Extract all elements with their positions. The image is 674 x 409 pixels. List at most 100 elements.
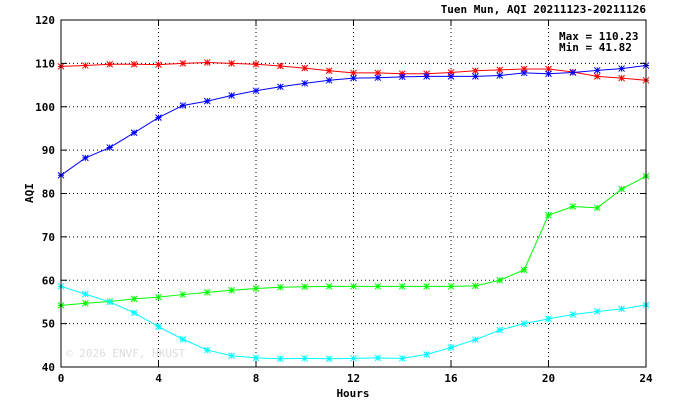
data-point [179, 60, 187, 67]
data-point [155, 61, 162, 69]
data-point [277, 355, 284, 363]
data-point [179, 335, 187, 343]
data-point [277, 62, 284, 70]
data-point [520, 320, 528, 327]
y-tick-label: 70 [42, 231, 55, 244]
data-point [130, 295, 138, 303]
data-point [398, 70, 406, 78]
data-point [106, 144, 114, 151]
max-label: Max = 110.23 [559, 30, 638, 43]
data-point [155, 293, 162, 301]
data-point [374, 354, 382, 362]
data-point [472, 73, 479, 80]
data-point [325, 67, 333, 75]
data-point [179, 291, 187, 298]
y-tick-label: 110 [35, 57, 55, 70]
y-tick-label: 80 [42, 188, 55, 201]
data-point [228, 60, 235, 67]
y-tick-label: 100 [35, 101, 55, 114]
data-point [496, 276, 504, 284]
data-point [203, 289, 211, 296]
data-point [350, 74, 357, 82]
data-point [82, 154, 89, 162]
data-point [252, 60, 260, 68]
data-point [593, 308, 601, 315]
data-point [496, 326, 504, 334]
data-point [569, 203, 577, 210]
data-point [277, 83, 284, 91]
data-point [423, 351, 430, 358]
x-axis-title: Hours [336, 387, 369, 400]
data-point [350, 69, 357, 77]
data-point [203, 97, 211, 105]
data-point [545, 70, 552, 78]
data-point [130, 60, 138, 68]
x-tick-label: 8 [253, 372, 260, 385]
data-point [374, 69, 382, 77]
chart-title: Tuen Mun, AQI 20211123-20211126 [441, 3, 647, 16]
data-point [350, 354, 357, 362]
data-point [106, 298, 114, 306]
data-point [472, 336, 479, 344]
min-label: Min = 41.82 [559, 41, 632, 54]
data-point [398, 282, 406, 290]
y-tick-label: 90 [42, 144, 55, 157]
data-point [447, 282, 455, 290]
data-point [252, 87, 260, 95]
data-point [496, 66, 504, 74]
data-point [82, 290, 89, 298]
data-point [252, 354, 260, 362]
data-point [593, 73, 601, 80]
x-tick-label: 16 [444, 372, 458, 385]
y-tick-label: 40 [42, 361, 55, 374]
grid-lines [61, 20, 646, 367]
data-point [228, 92, 235, 99]
x-tick-label: 0 [58, 372, 65, 385]
data-point [130, 129, 138, 137]
data-point [179, 102, 187, 109]
data-point [447, 344, 455, 351]
data-point [301, 79, 309, 87]
data-point [398, 354, 406, 362]
data-point [82, 62, 89, 69]
tick-labels: 0 4 8 12 16 20 24 40 50 60 70 80 90 100 110 120 [35, 14, 653, 385]
data-point [228, 352, 235, 360]
data-point [447, 73, 455, 80]
data-point [374, 74, 382, 82]
x-tick-label: 24 [639, 372, 653, 385]
data-point [520, 65, 528, 73]
data-point [423, 282, 430, 290]
data-point [618, 305, 625, 313]
data-point [520, 266, 528, 274]
data-point [545, 315, 552, 323]
data-point [569, 69, 577, 76]
watermark: © 2026 ENVF, HKUST [66, 347, 186, 360]
data-point [203, 346, 211, 354]
data-point [82, 299, 89, 307]
data-point [618, 74, 625, 82]
x-tick-label: 4 [155, 372, 162, 385]
data-point [545, 211, 552, 219]
data-point [325, 76, 333, 84]
data-point [472, 282, 479, 290]
data-point [569, 311, 577, 318]
data-point [301, 354, 309, 362]
x-tick-label: 20 [542, 372, 555, 385]
y-axis-title: AQI [23, 183, 36, 203]
data-point [252, 285, 260, 292]
data-point [447, 69, 455, 76]
data-point [545, 65, 552, 73]
y-tick-label: 60 [42, 274, 55, 287]
data-point [325, 282, 333, 290]
data-point [228, 286, 235, 294]
data-point [130, 309, 138, 317]
y-tick-label: 50 [42, 318, 55, 331]
data-point [423, 73, 430, 80]
data-point [496, 72, 504, 79]
data-point [301, 283, 309, 291]
data-point [593, 66, 601, 74]
data-point [277, 283, 284, 291]
data-point [106, 60, 114, 68]
data-point [593, 204, 601, 212]
x-tick-label: 12 [347, 372, 360, 385]
